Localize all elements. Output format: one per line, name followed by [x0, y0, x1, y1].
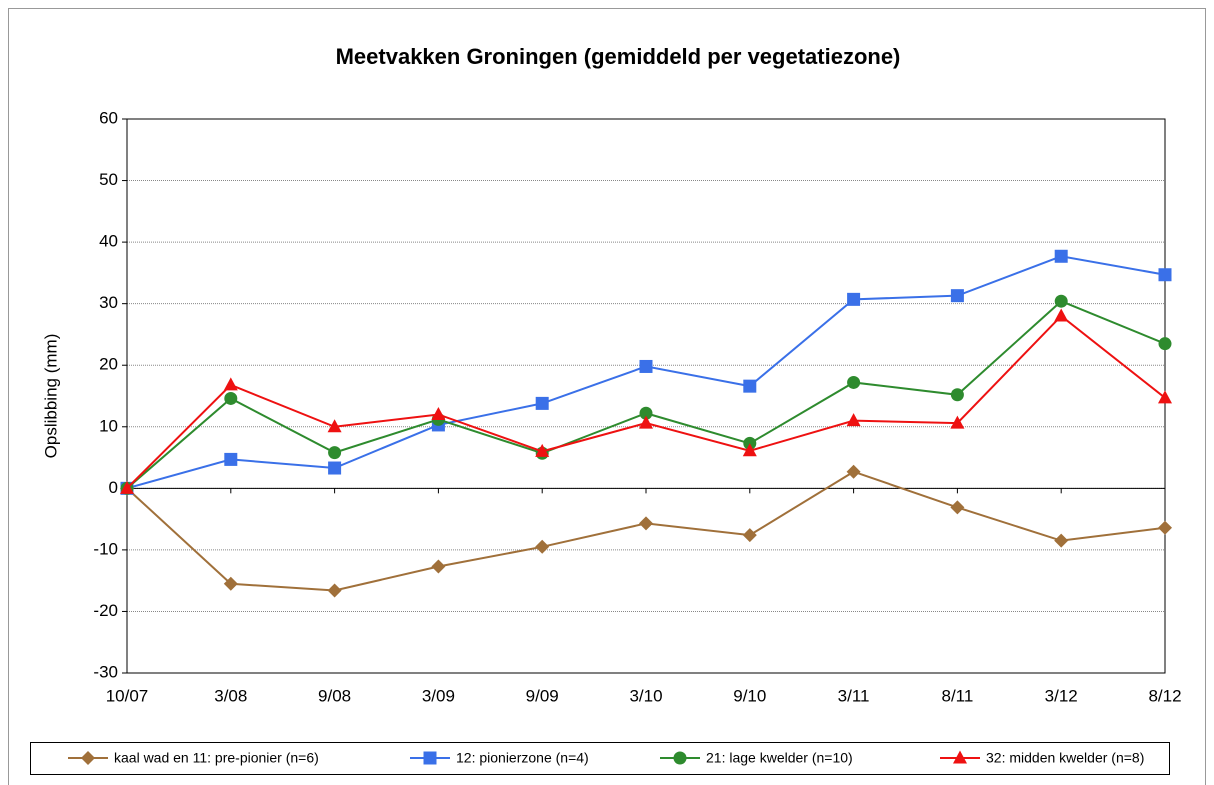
marker	[120, 480, 134, 494]
x-tick-label: 3/10	[629, 686, 662, 705]
marker	[639, 415, 653, 429]
x-tick-label: 3/12	[1045, 686, 1078, 705]
marker	[535, 539, 550, 554]
marker	[1158, 268, 1172, 282]
marker	[1054, 533, 1069, 548]
marker	[328, 461, 342, 475]
legend: kaal wad en 11: pre-pionier (n=6) 12: pio…	[68, 750, 1144, 766]
legend-label: 21: lage kwelder (n=10)	[706, 750, 853, 766]
y-tick-label: 50	[99, 170, 118, 189]
marker	[639, 359, 653, 373]
legend-label: 32: midden kwelder (n=8)	[986, 750, 1144, 766]
y-tick-label: 20	[99, 355, 118, 374]
marker	[1054, 294, 1068, 308]
x-tick-label: 9/08	[318, 686, 351, 705]
marker	[950, 500, 965, 515]
marker	[639, 516, 653, 531]
marker	[535, 396, 549, 410]
legend-marker	[673, 751, 687, 765]
y-tick-label: -20	[93, 601, 118, 620]
legend-label: 12: pionierzone (n=4)	[456, 750, 589, 766]
marker	[1054, 308, 1069, 322]
y-axis-label: Opslibbing (mm)	[41, 334, 60, 459]
marker	[223, 576, 238, 591]
y-tick-label: 30	[99, 293, 118, 312]
marker	[327, 583, 342, 598]
marker	[846, 413, 861, 427]
y-tick-label: 60	[99, 108, 118, 127]
x-tick-label: 3/09	[422, 686, 455, 705]
y-tick-label: 10	[99, 416, 118, 435]
marker	[224, 452, 238, 466]
marker	[1054, 249, 1068, 263]
marker	[847, 292, 861, 306]
marker	[535, 443, 550, 457]
legend-marker	[423, 751, 437, 765]
marker	[950, 415, 965, 429]
marker	[950, 289, 964, 303]
x-tick-label: 3/11	[838, 686, 870, 705]
plot-area	[126, 118, 1166, 674]
marker	[950, 388, 964, 402]
y-tick-label: -10	[93, 539, 118, 558]
series-line	[126, 300, 1166, 490]
marker	[1158, 390, 1172, 404]
marker	[743, 379, 757, 393]
chart-frame	[8, 8, 1206, 785]
legend-box	[30, 742, 1170, 775]
series-line	[126, 314, 1166, 490]
x-tick-label: 9/09	[526, 686, 559, 705]
marker	[742, 443, 757, 457]
marker	[847, 375, 861, 389]
legend-marker	[953, 750, 967, 764]
legend-label: kaal wad en 11: pre-pionier (n=6)	[114, 750, 319, 766]
x-tick-label: 8/12	[1148, 686, 1181, 705]
marker	[846, 464, 861, 479]
marker	[431, 406, 446, 420]
marker	[223, 377, 238, 391]
x-tick-label: 10/07	[106, 686, 149, 705]
marker	[742, 528, 757, 543]
chart-title: Meetvakken Groningen (gemiddeld per vege…	[336, 44, 901, 69]
legend-marker	[81, 751, 95, 765]
marker	[224, 391, 238, 405]
y-tick-label: -30	[93, 662, 118, 681]
marker	[1158, 337, 1172, 351]
marker	[328, 446, 342, 460]
marker	[1158, 520, 1172, 535]
marker	[327, 419, 342, 433]
x-tick-label: 3/08	[214, 686, 247, 705]
marker	[431, 559, 446, 574]
y-tick-label: 40	[99, 232, 118, 251]
marker	[639, 406, 653, 420]
x-tick-label: 8/11	[941, 686, 973, 705]
x-tick-label: 9/10	[733, 686, 766, 705]
y-tick-label: 0	[109, 478, 118, 497]
